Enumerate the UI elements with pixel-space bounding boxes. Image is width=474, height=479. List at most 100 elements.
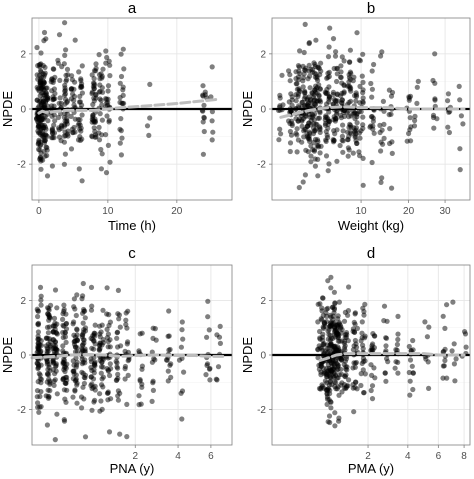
data-point: [62, 20, 68, 26]
data-point: [347, 59, 353, 65]
data-point: [360, 182, 366, 188]
data-point: [325, 134, 331, 141]
data-point: [406, 97, 412, 103]
data-point: [407, 127, 413, 133]
data-point: [384, 356, 390, 362]
data-point: [166, 308, 172, 314]
data-point: [79, 112, 85, 118]
data-point: [294, 149, 300, 155]
trend-line: [279, 105, 466, 119]
data-point: [301, 49, 307, 56]
data-point: [76, 120, 82, 126]
data-point: [369, 68, 375, 74]
data-point: [311, 147, 318, 153]
data-point: [353, 98, 359, 104]
data-point: [444, 302, 450, 308]
data-point: [389, 185, 395, 191]
data-point: [114, 360, 120, 366]
data-point: [38, 349, 44, 355]
data-point: [60, 322, 66, 328]
data-point: [295, 91, 301, 97]
data-point: [97, 96, 103, 102]
data-point: [324, 319, 330, 325]
data-point: [339, 54, 345, 60]
data-point: [369, 86, 375, 92]
data-point: [352, 321, 358, 327]
data-point: [52, 118, 58, 124]
data-point: [35, 308, 41, 314]
data-point: [315, 319, 321, 325]
data-point: [63, 47, 69, 53]
data-point: [445, 98, 451, 104]
data-point: [320, 295, 326, 301]
data-point: [333, 111, 340, 117]
data-point: [304, 102, 310, 108]
data-point: [383, 343, 389, 349]
data-point: [326, 44, 332, 50]
data-point: [63, 72, 69, 78]
data-point: [118, 51, 124, 57]
data-point: [379, 175, 385, 181]
data-point: [116, 312, 122, 318]
data-point: [45, 330, 52, 336]
y-tick-label: 2: [20, 296, 26, 307]
data-point: [115, 388, 121, 394]
data-point: [105, 367, 111, 373]
data-point: [91, 82, 97, 88]
data-point: [125, 308, 131, 314]
data-point: [61, 61, 67, 67]
data-point: [278, 131, 284, 137]
data-point: [294, 126, 300, 132]
data-point: [96, 52, 102, 58]
data-point: [214, 377, 220, 383]
trend-line: [37, 97, 220, 115]
data-point: [65, 128, 71, 134]
data-point: [106, 429, 113, 435]
data-point: [50, 329, 56, 335]
x-axis-label: Time (h): [108, 218, 156, 233]
data-point: [68, 146, 75, 152]
data-point: [326, 99, 332, 105]
data-point: [356, 130, 362, 136]
data-point: [79, 90, 85, 96]
data-point: [332, 300, 338, 306]
data-point: [139, 330, 145, 336]
data-point: [149, 398, 155, 404]
data-point: [41, 80, 47, 86]
data-point: [124, 434, 130, 440]
data-point: [335, 375, 341, 381]
data-point: [463, 344, 469, 350]
data-point: [302, 21, 308, 27]
data-point: [125, 372, 131, 378]
data-point: [96, 124, 102, 130]
data-point: [332, 118, 338, 124]
data-point: [73, 312, 79, 319]
data-point: [371, 130, 377, 136]
data-point: [326, 413, 333, 419]
data-point: [325, 305, 331, 311]
data-point: [297, 48, 303, 54]
data-point: [352, 360, 358, 366]
data-point: [449, 348, 455, 354]
data-point: [351, 409, 357, 415]
data-point: [180, 336, 186, 342]
data-point: [302, 90, 308, 96]
data-point: [44, 85, 50, 91]
data-point: [91, 125, 97, 131]
data-point: [178, 344, 184, 350]
data-point: [378, 148, 384, 154]
data-point: [91, 95, 97, 101]
data-point: [68, 96, 75, 102]
data-point: [96, 89, 102, 95]
data-point: [341, 345, 348, 351]
data-point: [62, 334, 68, 340]
data-point: [308, 159, 314, 165]
data-point: [93, 61, 99, 67]
data-point: [80, 293, 86, 299]
data-point: [346, 147, 352, 153]
data-point: [79, 405, 85, 411]
data-point: [301, 71, 307, 77]
data-point: [216, 334, 223, 340]
data-point: [334, 158, 340, 164]
data-point: [68, 113, 74, 119]
